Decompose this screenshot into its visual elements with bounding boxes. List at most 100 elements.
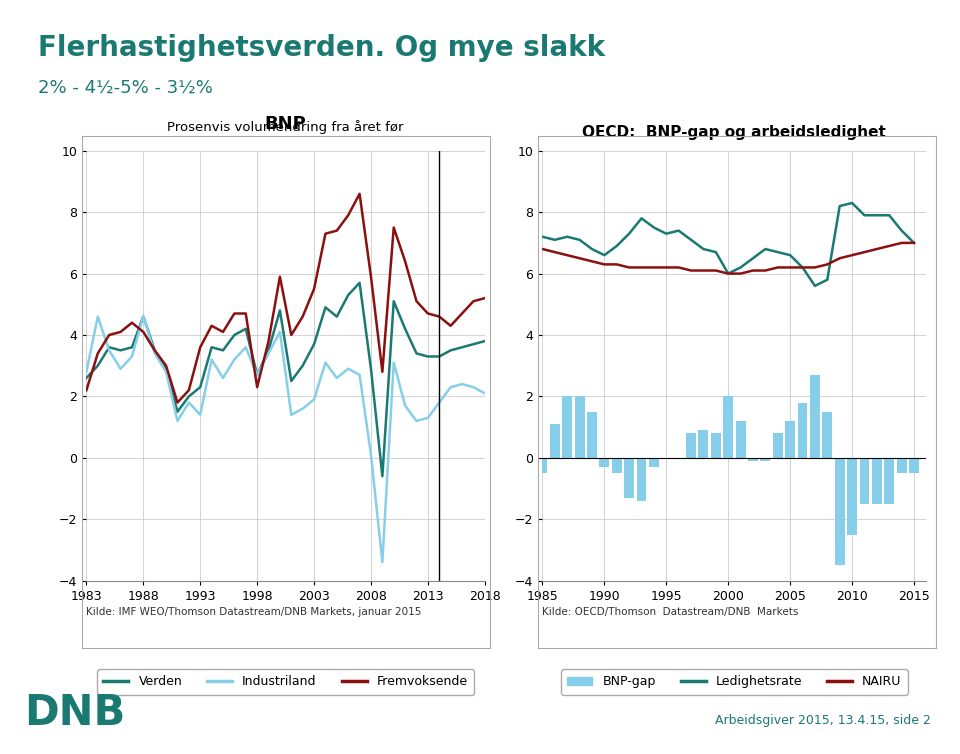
Ledighetsrate	[673, 226, 684, 235]
Ledighetsrate	[723, 269, 734, 278]
Bar	[798, 403, 807, 458]
Text: Arbeidsgiver 2015, 13.4.15, side 2: Arbeidsgiver 2015, 13.4.15, side 2	[715, 713, 931, 727]
NAIRU	[673, 263, 684, 272]
Legend: BNP-gap, Ledighetsrate, NAIRU: BNP-gap, Ledighetsrate, NAIRU	[561, 669, 908, 694]
Ledighetsrate	[574, 235, 586, 244]
NAIRU	[710, 266, 722, 275]
Bar	[723, 397, 733, 458]
Ledighetsrate	[562, 232, 573, 241]
Text: Kilde: IMF WEO/Thomson Datastream/DNB Markets, januar 2015: Kilde: IMF WEO/Thomson Datastream/DNB Ma…	[86, 607, 421, 617]
NAIRU	[896, 238, 907, 247]
Bar	[748, 458, 758, 461]
Bar	[686, 434, 696, 458]
Bar	[909, 458, 919, 474]
Bar	[773, 434, 782, 458]
Bar	[710, 434, 721, 458]
Ledighetsrate	[734, 263, 746, 272]
Title: BNP: BNP	[265, 115, 306, 133]
Text: Kilde: OECD/Thomson  Datastream/DNB  Markets: Kilde: OECD/Thomson Datastream/DNB Marke…	[542, 607, 799, 617]
NAIRU	[685, 266, 697, 275]
NAIRU	[908, 238, 920, 247]
Line: Ledighetsrate: Ledighetsrate	[542, 203, 914, 286]
Ledighetsrate	[587, 244, 598, 253]
NAIRU	[834, 254, 846, 263]
Ledighetsrate	[772, 247, 783, 256]
Bar	[575, 397, 585, 458]
Ledighetsrate	[847, 198, 858, 207]
NAIRU	[871, 244, 882, 253]
Ledighetsrate	[648, 223, 660, 232]
Ledighetsrate	[747, 254, 758, 263]
NAIRU	[636, 263, 647, 272]
Ledighetsrate	[822, 275, 833, 284]
Bar	[897, 458, 906, 474]
NAIRU	[574, 254, 586, 263]
NAIRU	[847, 250, 858, 259]
NAIRU	[759, 266, 771, 275]
Bar	[550, 424, 560, 458]
Bar	[649, 458, 659, 467]
Title: OECD:  BNP-gap og arbeidsledighet: OECD: BNP-gap og arbeidsledighet	[583, 125, 886, 140]
Bar	[760, 458, 770, 461]
Ledighetsrate	[883, 211, 895, 220]
Ledighetsrate	[611, 241, 622, 250]
NAIRU	[723, 269, 734, 278]
Text: Prosenvis volumendring fra året før: Prosenvis volumendring fra året før	[167, 120, 404, 133]
NAIRU	[858, 247, 870, 256]
Ledighetsrate	[698, 244, 709, 253]
NAIRU	[623, 263, 635, 272]
NAIRU	[537, 244, 548, 253]
Line: NAIRU: NAIRU	[542, 243, 914, 274]
Ledighetsrate	[784, 250, 796, 259]
NAIRU	[784, 263, 796, 272]
Ledighetsrate	[896, 226, 907, 235]
NAIRU	[648, 263, 660, 272]
Ledighetsrate	[636, 214, 647, 223]
Ledighetsrate	[549, 235, 561, 244]
Bar	[624, 458, 634, 498]
Bar	[587, 412, 597, 458]
Legend: Verden, Industriland, Fremvoksende: Verden, Industriland, Fremvoksende	[97, 669, 474, 694]
Ledighetsrate	[834, 201, 846, 210]
NAIRU	[772, 263, 783, 272]
Ledighetsrate	[809, 281, 821, 290]
Ledighetsrate	[710, 247, 722, 256]
Bar	[835, 458, 845, 566]
Ledighetsrate	[871, 211, 882, 220]
NAIRU	[747, 266, 758, 275]
NAIRU	[611, 260, 622, 269]
Bar	[735, 421, 746, 458]
Bar	[538, 458, 547, 474]
NAIRU	[599, 260, 611, 269]
NAIRU	[660, 263, 672, 272]
Text: Flerhastighetsverden. Og mye slakk: Flerhastighetsverden. Og mye slakk	[38, 34, 606, 62]
Ledighetsrate	[759, 244, 771, 253]
NAIRU	[587, 257, 598, 266]
Bar	[785, 421, 795, 458]
Bar	[872, 458, 882, 504]
Ledighetsrate	[599, 250, 611, 259]
Ledighetsrate	[797, 263, 808, 272]
Bar	[847, 458, 857, 535]
Bar	[823, 412, 832, 458]
Bar	[599, 458, 610, 467]
Ledighetsrate	[908, 238, 920, 247]
Ledighetsrate	[623, 229, 635, 238]
Text: DNB: DNB	[24, 691, 125, 734]
NAIRU	[883, 241, 895, 250]
NAIRU	[698, 266, 709, 275]
Ledighetsrate	[537, 232, 548, 241]
NAIRU	[734, 269, 746, 278]
NAIRU	[809, 263, 821, 272]
Ledighetsrate	[858, 211, 870, 220]
Bar	[699, 430, 708, 458]
Bar	[563, 397, 572, 458]
Bar	[612, 458, 622, 474]
Bar	[884, 458, 894, 504]
NAIRU	[797, 263, 808, 272]
Ledighetsrate	[685, 235, 697, 244]
Bar	[636, 458, 646, 501]
Ledighetsrate	[660, 229, 672, 238]
Text: 2% - 4½-5% - 3½%: 2% - 4½-5% - 3½%	[38, 79, 213, 97]
Bar	[859, 458, 870, 504]
